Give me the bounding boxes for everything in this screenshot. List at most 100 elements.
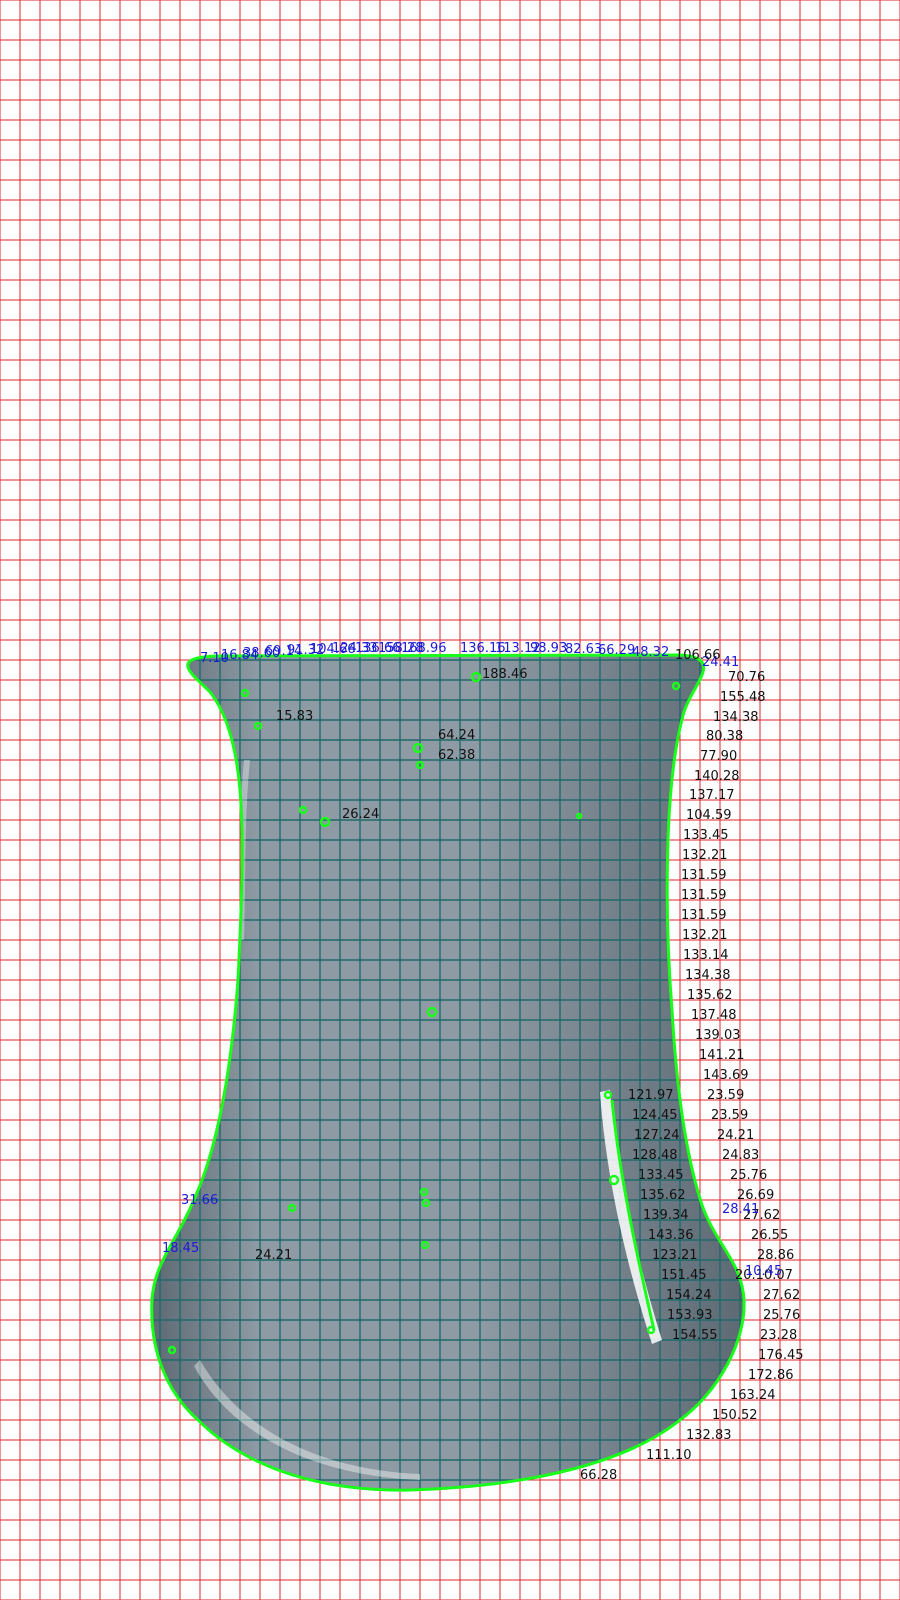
top-label: 24.41 xyxy=(702,655,739,670)
contour-fragment xyxy=(608,1174,620,1186)
top-label: 16.84 xyxy=(221,648,258,663)
top-label-group: 7.10 16.84 38.60 69.14 91.32 104.66 124.… xyxy=(200,641,739,670)
contour-fragment xyxy=(240,688,250,698)
top-label: 66.29 xyxy=(598,643,635,658)
bottom-label: 111.10 xyxy=(646,1448,692,1463)
right-pair-label-b: 24.83 xyxy=(722,1148,759,1163)
right-label: 131.59 xyxy=(681,908,727,923)
bottom-label: 132.83 xyxy=(686,1428,732,1443)
top-label: 104.66 xyxy=(310,642,356,657)
right-pair-label-a: 151.45 xyxy=(661,1268,707,1283)
right-pair-label-a: 154.55 xyxy=(672,1328,718,1343)
inner-label: 26.24 xyxy=(342,807,379,822)
right-label: 140.28 xyxy=(694,769,740,784)
bottom-label: 150.52 xyxy=(712,1408,758,1423)
right-pair-label-b: 20.10.07 xyxy=(735,1268,793,1283)
right-pair-label-a: 154.24 xyxy=(666,1288,712,1303)
contour-fragment xyxy=(575,812,583,820)
contour-fragment xyxy=(610,1099,656,1331)
right-pair-label-b: 24.21 xyxy=(717,1128,754,1143)
right-label: 131.59 xyxy=(681,868,727,883)
contour-fragment xyxy=(470,671,482,683)
side-label-blue: 10.45 xyxy=(745,1264,782,1279)
right-label: 70.76 xyxy=(728,670,765,685)
right-label: 77.90 xyxy=(700,749,737,764)
right-label: 134.38 xyxy=(713,710,759,725)
top-label: 82.63 xyxy=(565,642,602,657)
right-label-column: 70.76 155.48 134.38 80.38 77.90 140.28 1… xyxy=(681,670,766,1083)
right-pair-label-b: 27.62 xyxy=(763,1288,800,1303)
right-pair-label-b: 25.76 xyxy=(763,1308,800,1323)
contour-fragment xyxy=(421,1198,431,1208)
right-pair-label-b: 23.28 xyxy=(760,1328,797,1343)
right-pair-label-a: 153.93 xyxy=(667,1308,713,1323)
right-label: 133.14 xyxy=(683,948,729,963)
right-label: 133.45 xyxy=(683,828,729,843)
right-pair-label-a: 135.62 xyxy=(640,1188,686,1203)
right-pair-label-b: 26.55 xyxy=(751,1228,788,1243)
contour-fragment xyxy=(671,681,681,691)
right-label: 132.21 xyxy=(682,848,728,863)
top-label: 113.12 xyxy=(495,641,541,656)
right-label: 141.21 xyxy=(699,1048,745,1063)
right-pair-label-a: 124.45 xyxy=(632,1108,678,1123)
right-pair-label-a: 128.48 xyxy=(632,1148,678,1163)
contour-fragments xyxy=(167,671,681,1355)
top-label: 38.60 xyxy=(243,646,280,661)
reflection-highlight xyxy=(600,1090,662,1344)
inner-label: 64.24 xyxy=(438,728,475,743)
contour-fragment xyxy=(426,1006,438,1018)
top-label: 168.96 xyxy=(401,641,447,656)
reflection-highlight xyxy=(194,1360,420,1480)
contour-fragment xyxy=(319,816,331,828)
right-pair-label-a: 139.34 xyxy=(643,1208,689,1223)
right-label: 80.38 xyxy=(706,729,743,744)
bottom-label: 66.28 xyxy=(580,1468,617,1483)
top-label: 124.33 xyxy=(332,641,378,656)
bottom-label: 163.24 xyxy=(730,1388,776,1403)
right-label: 143.69 xyxy=(703,1068,749,1083)
right-label: 139.03 xyxy=(695,1028,741,1043)
side-label-blue: 28.41 xyxy=(722,1202,759,1217)
right-label: 135.62 xyxy=(687,988,733,1003)
right-pair-label-a: 143.36 xyxy=(648,1228,694,1243)
contour-fragment xyxy=(167,1345,177,1355)
right-pair-label-a: 133.45 xyxy=(638,1168,684,1183)
right-label: 134.38 xyxy=(685,968,731,983)
side-label-blue: 18.45 xyxy=(162,1241,199,1256)
glass-contour xyxy=(150,653,746,1492)
top-label: 98.93 xyxy=(530,641,567,656)
right-label: 104.59 xyxy=(686,808,732,823)
right-label: 131.59 xyxy=(681,888,727,903)
contour-fragment xyxy=(253,721,263,731)
top-label: 136.16 xyxy=(460,641,506,656)
right-label: 137.17 xyxy=(689,788,735,803)
top-right-label: 106.66 xyxy=(675,648,721,663)
contour-fragment xyxy=(419,1187,429,1197)
right-pair-label-b: 27.62 xyxy=(743,1208,780,1223)
contour-fragment xyxy=(412,742,424,754)
contour-fragment xyxy=(603,1090,613,1100)
right-label: 132.21 xyxy=(682,928,728,943)
side-label-blue: 31.66 xyxy=(181,1193,218,1208)
bottom-label: 172.86 xyxy=(748,1368,794,1383)
top-label: 69.14 xyxy=(265,644,302,659)
contour-fragment xyxy=(415,760,425,770)
inner-label: 188.46 xyxy=(482,667,528,682)
top-label: 91.32 xyxy=(287,643,324,658)
contour-fragment xyxy=(287,1203,297,1213)
right-pair-label-b: 26.69 xyxy=(737,1188,774,1203)
right-pair-label-b: 23.59 xyxy=(707,1088,744,1103)
right-pair-label-a: 121.97 xyxy=(628,1088,674,1103)
right-pair-label-b: 23.59 xyxy=(711,1108,748,1123)
right-label: 155.48 xyxy=(720,690,766,705)
right-label-pairs: 121.97 23.59 124.45 23.59 127.24 24.21 1… xyxy=(628,1088,800,1343)
inner-label: 24.21 xyxy=(255,1248,292,1263)
right-pair-label-a: 127.24 xyxy=(634,1128,680,1143)
top-label: 7.10 xyxy=(200,651,229,666)
top-label: 158.28 xyxy=(378,641,424,656)
right-pair-label-b: 28.86 xyxy=(757,1248,794,1263)
inner-label: 15.83 xyxy=(276,709,313,724)
contour-fragment xyxy=(420,1240,430,1250)
